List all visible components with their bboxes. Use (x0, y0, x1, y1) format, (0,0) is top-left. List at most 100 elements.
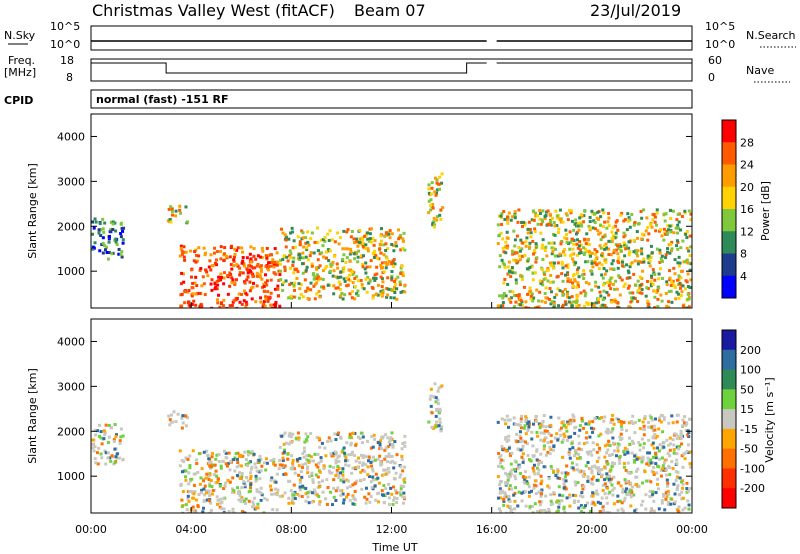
echo-cell (527, 485, 531, 489)
echo-cell (312, 251, 316, 255)
echo-cell (672, 451, 676, 455)
echo-cell (677, 296, 681, 300)
echo-cell (315, 266, 319, 270)
echo-cell (186, 220, 190, 224)
echo-cell (401, 469, 405, 473)
echo-cell (655, 471, 659, 475)
echo-cell (336, 266, 340, 270)
echo-cell (278, 494, 282, 498)
echo-cell (558, 218, 562, 222)
echo-cell (551, 280, 555, 284)
echo-cell (325, 502, 329, 506)
colorbar-swatch (722, 253, 736, 277)
echo-cell (243, 450, 247, 454)
echo-cell (499, 214, 503, 218)
echo-cell (332, 451, 336, 455)
echo-cell (273, 247, 277, 251)
echo-cell (599, 501, 603, 505)
echo-cell (539, 281, 543, 285)
echo-cell (226, 274, 230, 278)
echo-cell (597, 285, 601, 289)
echo-cell (379, 234, 383, 238)
echo-cell (496, 223, 500, 227)
echo-cell (520, 277, 524, 281)
echo-cell (305, 467, 309, 471)
echo-cell (687, 305, 691, 308)
echo-cell (600, 496, 604, 500)
echo-cell (680, 454, 684, 458)
echo-cell (259, 469, 263, 473)
echo-cell (356, 260, 360, 264)
echo-cell (549, 302, 553, 306)
echo-cell (542, 445, 546, 449)
echo-cell (581, 506, 585, 510)
echo-cell (192, 492, 196, 496)
echo-cell (254, 506, 258, 510)
echo-cell (642, 424, 646, 428)
echo-cell (329, 262, 333, 266)
echo-cell (528, 245, 532, 249)
echo-cell (402, 495, 406, 499)
echo-cell (568, 421, 572, 425)
echo-cell (500, 445, 504, 449)
echo-cell (661, 467, 665, 471)
echo-cell (315, 493, 319, 497)
echo-cell (528, 506, 532, 510)
echo-cell (244, 497, 248, 501)
echo-cell (392, 249, 396, 253)
echo-cell (627, 436, 631, 440)
echo-cell (369, 480, 373, 484)
echo-cell (365, 290, 369, 294)
echo-cell (498, 254, 502, 258)
echo-cell (606, 220, 610, 224)
echo-cell (556, 274, 560, 278)
echo-cell (320, 479, 324, 483)
echo-cell (636, 236, 640, 240)
echo-cell (304, 492, 308, 496)
echo-cell (341, 257, 345, 261)
echo-cell (598, 290, 602, 294)
echo-cell (526, 227, 530, 231)
echo-cell (496, 242, 500, 246)
echo-cell (665, 438, 669, 442)
echo-cell (431, 206, 435, 210)
echo-cell (580, 419, 584, 423)
echo-cell (647, 261, 651, 265)
colorbar-swatch (722, 369, 736, 390)
echo-cell (352, 497, 356, 501)
echo-cell (616, 508, 620, 512)
echo-cell (174, 209, 178, 213)
echo-cell (322, 467, 326, 471)
echo-cell (249, 245, 253, 249)
echo-cell (659, 420, 663, 424)
echo-cell (280, 227, 284, 231)
echo-cell (545, 254, 549, 258)
echo-cell (382, 270, 386, 274)
echo-cell (603, 492, 607, 496)
echo-cell (592, 501, 596, 505)
echo-cell (499, 454, 503, 458)
echo-cell (675, 231, 679, 235)
y-tick-label: 3000 (57, 380, 85, 393)
echo-cell (572, 273, 576, 277)
echo-cell (238, 300, 242, 304)
echo-cell (611, 461, 615, 465)
echo-cell (386, 445, 390, 449)
echo-cell (686, 433, 690, 437)
echo-cell (343, 279, 347, 283)
echo-cell (192, 509, 196, 513)
echo-cell (214, 285, 218, 289)
echo-cell (656, 288, 660, 292)
echo-cell (644, 493, 648, 497)
echo-cell (552, 221, 556, 225)
echo-cell (514, 258, 518, 262)
echo-cell (596, 300, 600, 304)
echo-cell (366, 231, 370, 235)
echo-cell (518, 254, 522, 258)
echo-cell (202, 479, 206, 483)
echo-cell (539, 474, 543, 478)
echo-cell (91, 245, 95, 249)
echo-cell (194, 458, 198, 462)
echo-cell (570, 442, 574, 446)
echo-cell (677, 447, 681, 451)
